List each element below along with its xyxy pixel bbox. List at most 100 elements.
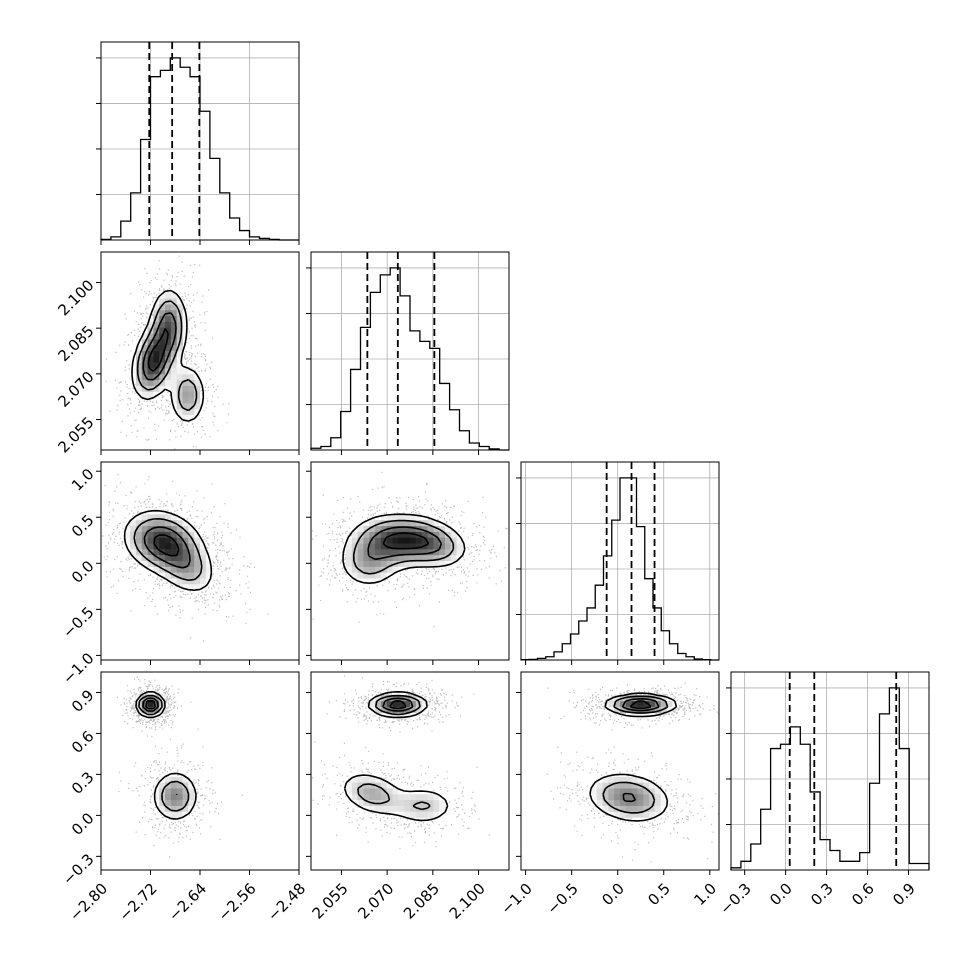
density-cell: [188, 531, 195, 539]
density-cell: [141, 368, 149, 375]
density-cell: [654, 800, 662, 807]
density-cell: [404, 520, 411, 527]
density-cell: [666, 701, 673, 708]
density-cell: [380, 543, 388, 550]
density-cell: [363, 794, 370, 801]
density-cell: [375, 526, 382, 533]
density-cell: [147, 391, 154, 399]
density-cell: [188, 794, 195, 801]
density-cell: [427, 561, 434, 568]
density-cell: [444, 543, 452, 550]
density-cell: [170, 397, 178, 404]
density-cell: [410, 537, 417, 545]
density-cell: [375, 561, 382, 568]
density-cell: [380, 549, 388, 556]
density-cell: [153, 508, 160, 515]
x-tick-label: 0.5: [644, 880, 674, 910]
density-cell: [369, 543, 376, 550]
density-cell: [439, 800, 446, 807]
density-cell: [170, 794, 178, 801]
density-cell: [608, 800, 615, 807]
density-cell: [182, 327, 189, 335]
density-cell: [159, 362, 166, 369]
density-cell: [410, 531, 417, 539]
density-cell: [415, 706, 423, 714]
density-cell: [369, 578, 376, 585]
density-cell: [165, 292, 172, 300]
density-cell: [363, 537, 370, 545]
density-cell: [439, 805, 446, 813]
density-panel-1-2: [306, 461, 510, 665]
density-panel-0-3: [96, 671, 300, 875]
contour-line: [123, 509, 213, 592]
density-cell: [404, 526, 411, 533]
density-cell: [363, 561, 370, 568]
density-cell: [375, 701, 382, 708]
density-cell: [427, 794, 434, 801]
density-cell: [427, 811, 434, 819]
density-cell: [433, 794, 440, 801]
density-cell: [625, 800, 633, 807]
density-cell: [176, 374, 184, 381]
density-cell: [165, 776, 172, 784]
density-cell: [410, 800, 417, 807]
density-cell: [182, 805, 189, 813]
density-cell: [153, 537, 160, 545]
density-cell: [124, 537, 131, 545]
density-cell: [182, 794, 189, 801]
density-cell: [176, 403, 184, 410]
density-cell: [176, 561, 184, 568]
panel-frame: [310, 671, 510, 871]
density-cell: [159, 345, 166, 352]
density-cell: [165, 555, 172, 562]
density-cell: [153, 800, 160, 807]
density-cell: [147, 514, 154, 521]
density-cell: [159, 561, 166, 568]
density-cell: [141, 706, 149, 714]
panel-frame: [520, 671, 720, 871]
y-tick-label: 0.0: [68, 809, 98, 839]
density-cell: [159, 566, 166, 574]
density-cell: [176, 578, 184, 585]
density-cell: [182, 543, 189, 550]
density-cell: [410, 805, 417, 813]
density-cell: [188, 566, 195, 574]
density-cell: [427, 800, 434, 807]
density-cell: [433, 531, 440, 539]
density-cell: [637, 794, 644, 801]
density-cell: [182, 578, 189, 585]
density-cell: [357, 526, 364, 533]
y-tick-label: 0.6: [68, 727, 98, 757]
y-tick-label: −0.3: [59, 850, 97, 888]
density-cell: [386, 800, 394, 807]
contour-line: [142, 312, 177, 381]
density-cell: [380, 526, 388, 533]
density-cell: [159, 385, 166, 393]
panel-frame: [730, 671, 930, 871]
density-cell: [153, 304, 160, 311]
density-cell: [147, 520, 154, 527]
density-cell: [375, 514, 382, 521]
density-cell: [182, 520, 189, 527]
density-cell: [147, 374, 154, 381]
density-cell: [380, 706, 388, 714]
histogram-bars: [310, 267, 509, 451]
density-cell: [176, 572, 184, 579]
density-cell: [363, 526, 370, 533]
contour-line: [389, 700, 407, 710]
density-cell: [660, 794, 668, 801]
density-panel-2-3: [516, 671, 720, 875]
density-cell: [194, 572, 201, 579]
density-cell: [159, 572, 166, 579]
density-cell: [625, 811, 633, 819]
y-tick-label: 0.5: [68, 511, 98, 541]
density-cell: [351, 531, 359, 539]
density-cell: [170, 345, 178, 352]
y-tick-label: 0.3: [68, 768, 98, 798]
density-cell: [421, 701, 428, 708]
density-cell: [188, 391, 195, 399]
density-cell: [170, 362, 178, 369]
density-cell: [135, 706, 143, 714]
contour-line: [342, 513, 466, 584]
